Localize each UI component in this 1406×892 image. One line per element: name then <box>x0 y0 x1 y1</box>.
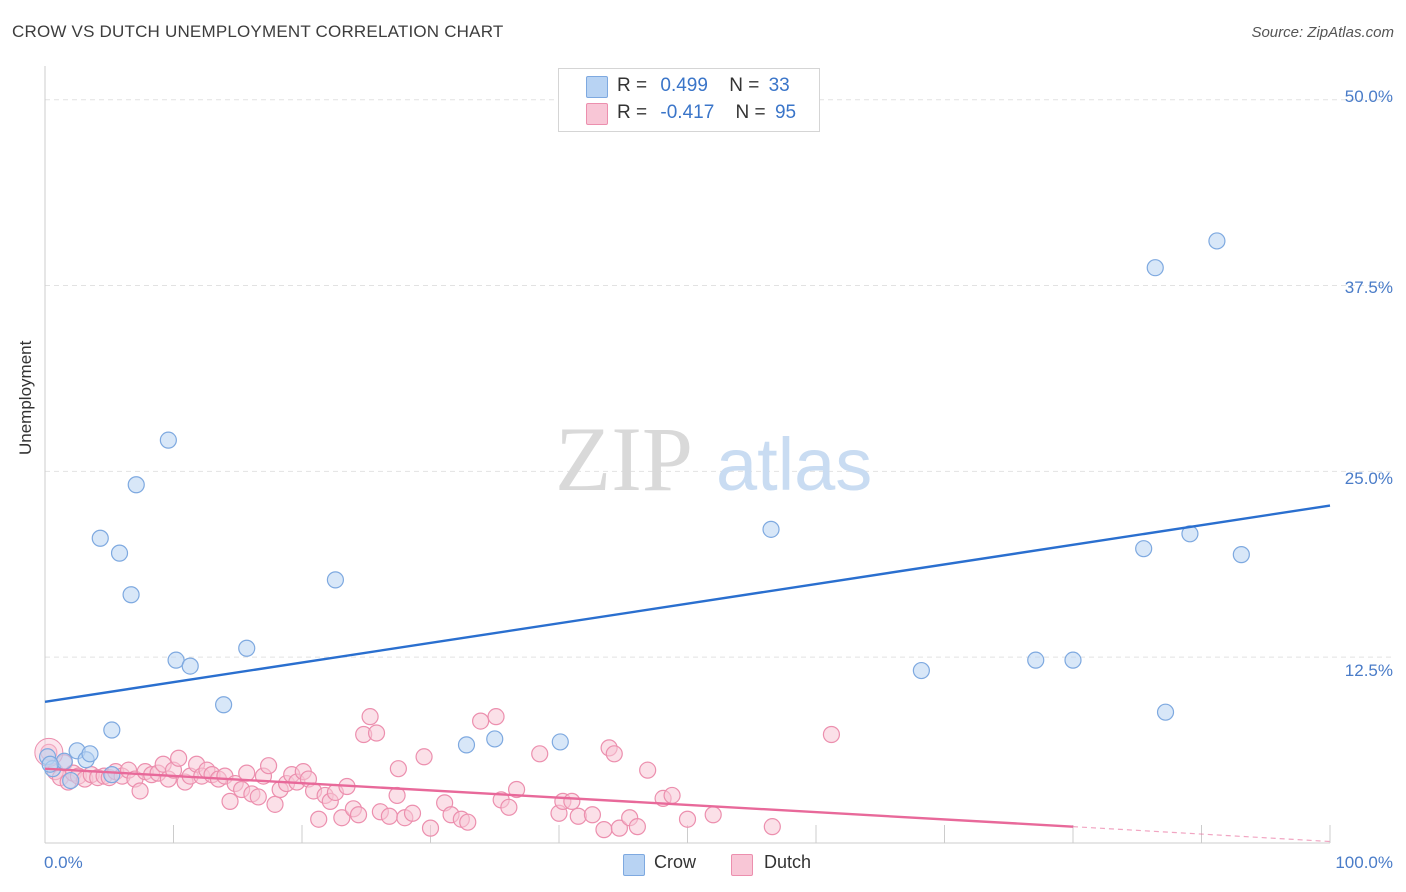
dutch-point <box>380 807 398 825</box>
dutch-point <box>403 804 422 822</box>
dutch-point <box>678 810 697 828</box>
y-tick-label: 50.0% <box>1344 87 1393 106</box>
dutch-point <box>349 806 368 824</box>
dutch-point <box>333 809 351 827</box>
axes <box>44 66 1331 844</box>
dutch-point <box>472 712 490 730</box>
crow-point <box>181 657 199 675</box>
crow-point <box>457 736 476 754</box>
crow-point <box>1232 546 1250 564</box>
crow-point <box>127 476 145 494</box>
crow-point <box>486 730 504 748</box>
y-tick-label: 37.5% <box>1344 278 1393 297</box>
crow-point <box>122 586 140 604</box>
legend-label: Dutch <box>764 852 812 872</box>
dutch-point <box>563 792 581 810</box>
dutch-point <box>531 745 549 763</box>
dutch-point <box>221 792 239 810</box>
crow-point <box>1156 703 1175 721</box>
dutch-point <box>487 708 505 726</box>
watermark-zip: ZIP <box>555 408 693 510</box>
crow-point <box>215 696 233 714</box>
legend-row-crow: R = 0.499 N = 33 <box>559 75 819 99</box>
dutch-point <box>663 786 681 805</box>
crow-point <box>91 529 109 547</box>
crow-point <box>1027 651 1045 669</box>
crow-point <box>1208 232 1226 250</box>
watermark-atlas: atlas <box>716 423 872 506</box>
r-value: 0.499 <box>660 75 708 96</box>
n-value: 95 <box>774 102 797 123</box>
crow-point <box>1135 540 1153 558</box>
crow-point <box>103 766 121 784</box>
crow-point <box>81 745 99 763</box>
dutch-point <box>361 708 379 726</box>
crow-point <box>103 721 121 739</box>
crow-point <box>110 544 129 562</box>
grid-lines <box>45 99 1395 658</box>
crow-series <box>38 232 1250 790</box>
chart-source: Source: ZipAtlas.com <box>1251 24 1394 41</box>
n-value: 33 <box>768 75 790 96</box>
dutch-point <box>763 818 781 836</box>
crow-swatch <box>623 854 645 876</box>
r-label: R = <box>617 102 648 123</box>
y-tick-label: 12.5% <box>1344 661 1393 680</box>
crow-point <box>326 571 345 589</box>
legend-row-dutch: R = -0.417 N = 95 <box>559 102 819 126</box>
crow-point <box>62 771 80 790</box>
dutch-point <box>249 788 267 806</box>
n-label: N = <box>735 102 766 123</box>
watermark: ZIP atlas <box>555 408 872 510</box>
crow-point <box>762 520 780 538</box>
crow-point <box>551 733 569 751</box>
crow-point <box>912 661 930 680</box>
dutch-point <box>259 757 278 775</box>
dutch-point <box>266 795 284 813</box>
dutch-swatch <box>731 854 753 876</box>
y-tick-label: 25.0% <box>1344 469 1393 488</box>
dutch-point <box>507 780 526 799</box>
dutch-point <box>610 819 628 837</box>
dutch-point <box>459 813 477 831</box>
crow-point <box>159 431 177 449</box>
r-value: -0.417 <box>660 102 715 123</box>
dutch-point <box>595 821 613 839</box>
dutch-point <box>421 819 440 837</box>
dutch-point <box>639 761 657 779</box>
crow-swatch <box>586 76 608 98</box>
dutch-point <box>415 748 433 766</box>
dutch-point <box>822 725 841 744</box>
correlation-legend: R = 0.499 N = 33 R = -0.417 N = 95 <box>558 68 820 132</box>
dutch-trend-line <box>44 767 1074 828</box>
trend-lines <box>44 504 1331 843</box>
crow-point <box>1064 651 1082 669</box>
dutch-point <box>310 810 328 828</box>
dutch-point <box>367 724 386 742</box>
crow-point <box>238 639 256 657</box>
crow-point <box>55 752 73 770</box>
legend-label: Crow <box>654 852 697 872</box>
crow-point <box>1146 259 1164 277</box>
dutch-point <box>605 745 623 763</box>
dutch-trend-extension <box>1072 826 1331 843</box>
dutch-point <box>500 798 518 816</box>
r-label: R = <box>617 75 648 96</box>
dutch-series <box>34 708 841 839</box>
n-label: N = <box>729 75 760 96</box>
x-tick-label: 100.0% <box>1335 853 1393 872</box>
dutch-point <box>131 782 149 800</box>
dutch-point <box>628 818 646 836</box>
crow-trend-line <box>44 504 1331 703</box>
x-tick-label: 0.0% <box>44 853 83 872</box>
dutch-swatch <box>586 103 608 125</box>
dutch-point <box>170 749 188 767</box>
dutch-point <box>583 806 602 824</box>
dutch-point <box>704 806 722 824</box>
dutch-point <box>389 760 407 778</box>
dutch-point <box>569 807 587 825</box>
chart-title: CROW VS DUTCH UNEMPLOYMENT CORRELATION C… <box>12 22 504 41</box>
y-axis-label: Unemployment <box>16 340 35 455</box>
